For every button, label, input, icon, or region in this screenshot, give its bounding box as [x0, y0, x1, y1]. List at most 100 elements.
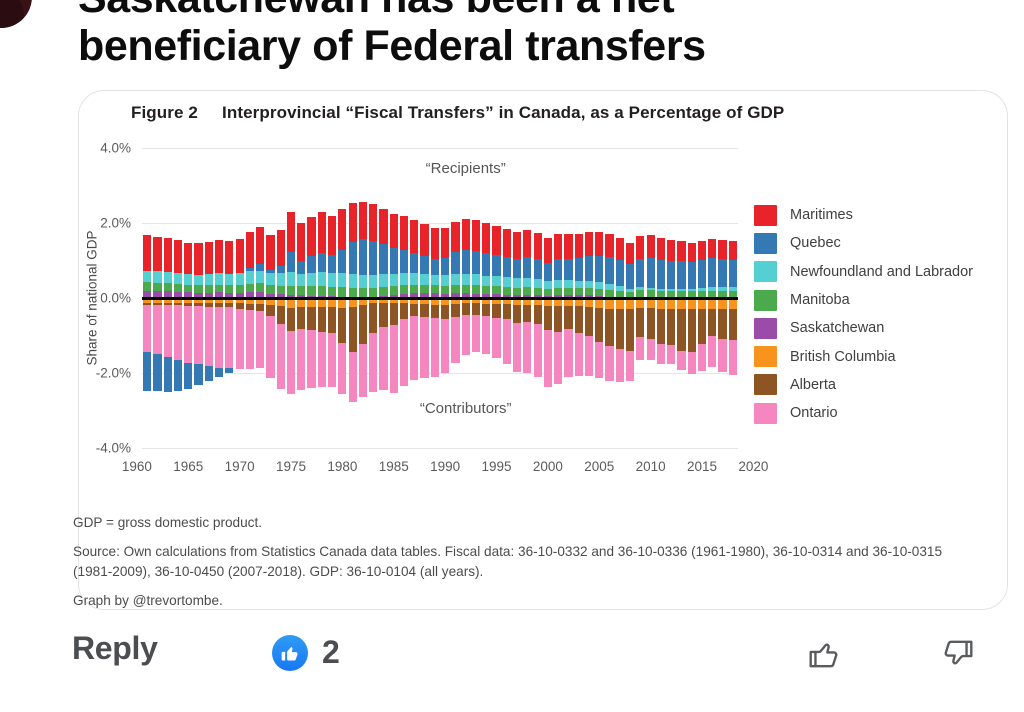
legend-item[interactable]: Quebec: [754, 229, 973, 257]
bar-column: [430, 148, 439, 448]
legend-item[interactable]: Newfoundland and Labrador: [754, 258, 973, 286]
bar-segment: [214, 367, 224, 378]
bar-segment: [482, 298, 491, 304]
bar-segment: [708, 335, 717, 367]
bar-segment: [451, 293, 460, 298]
bar-segment: [512, 232, 522, 259]
bar-segment: [153, 236, 162, 272]
bar-segment: [646, 235, 655, 258]
bar-segment: [554, 280, 563, 289]
bar-segment: [245, 298, 254, 304]
bar-segment: [523, 322, 532, 373]
bar-segment: [636, 258, 645, 288]
bar-segment: [399, 273, 409, 285]
reaction-summary[interactable]: 2: [272, 634, 340, 671]
bar-segment: [297, 223, 306, 261]
legend-item[interactable]: Maritimes: [754, 201, 973, 229]
avatar[interactable]: [0, 0, 32, 28]
bar-segment: [410, 303, 419, 317]
bar-segment: [646, 290, 655, 298]
legend-item[interactable]: Saskatchewan: [754, 314, 973, 342]
bar-segment: [471, 303, 481, 315]
bar-column: [625, 148, 635, 448]
bar-segment: [358, 239, 368, 275]
bar-segment: [153, 304, 162, 354]
bar-segment: [369, 332, 378, 392]
thumbs-up-icon[interactable]: [804, 634, 844, 674]
bar-segment: [214, 284, 224, 293]
bar-segment: [204, 274, 213, 285]
bar-segment: [297, 273, 306, 287]
bar-segment: [256, 292, 265, 298]
bar-segment: [338, 343, 347, 394]
bar-segment: [574, 298, 583, 307]
bar-segment: [163, 304, 172, 357]
bar-segment: [266, 285, 275, 294]
bar-segment: [245, 292, 254, 298]
bar-segment: [297, 260, 306, 274]
gridline: [142, 373, 738, 374]
bar-segment: [564, 298, 573, 306]
bar-segment: [697, 260, 707, 288]
bar-segment: [369, 204, 378, 241]
bar-segment: [441, 319, 450, 373]
bar-segment: [256, 304, 265, 311]
bar-segment: [173, 240, 183, 274]
bar-segment: [399, 250, 409, 274]
bar-segment: [533, 233, 542, 260]
bar-segment: [461, 298, 470, 304]
bar-segment: [646, 257, 655, 288]
bar-segment: [615, 290, 624, 298]
x-axis-tick-label: 2005: [584, 459, 615, 474]
bar-segment: [348, 242, 357, 274]
reply-button[interactable]: Reply: [72, 630, 158, 666]
bar-segment: [410, 284, 419, 293]
bar-segment: [235, 292, 244, 298]
bar-segment: [543, 305, 552, 331]
bar-segment: [615, 298, 624, 310]
bar-segment: [173, 298, 183, 303]
bar-segment: [605, 308, 614, 346]
bar-segment: [461, 250, 470, 274]
bar-segment: [605, 234, 614, 257]
y-axis-tick-label: 4.0%: [100, 140, 131, 156]
bar-segment: [451, 316, 460, 363]
bar-column: [266, 148, 275, 448]
bar-segment: [420, 255, 429, 274]
bar-segment: [533, 287, 542, 295]
bar-segment: [451, 284, 460, 294]
bar-segment: [646, 338, 655, 360]
bar-segment: [677, 241, 686, 262]
bar-segment: [492, 304, 501, 318]
bar-segment: [697, 343, 707, 371]
bar-segment: [399, 298, 409, 304]
bar-column: [245, 148, 254, 448]
bar-segment: [348, 274, 357, 288]
y-axis-tick-label: -2.0%: [95, 365, 131, 381]
bar-segment: [143, 304, 152, 352]
bar-segment: [327, 298, 337, 307]
bar-column: [256, 148, 265, 448]
bar-column: [173, 148, 183, 448]
bar-segment: [471, 298, 481, 304]
bar-segment: [451, 252, 460, 274]
bar-segment: [543, 280, 552, 289]
bar-segment: [554, 288, 563, 296]
bar-segment: [564, 233, 573, 259]
bar-column: [523, 148, 532, 448]
figure-card: Figure 2 Interprovincial “Fiscal Transfe…: [73, 90, 1008, 610]
bar-segment: [225, 241, 234, 274]
legend-item[interactable]: Manitoba: [754, 286, 973, 314]
bar-segment: [615, 286, 624, 291]
thumbs-down-icon[interactable]: [938, 634, 978, 674]
legend-item[interactable]: Ontario: [754, 399, 973, 427]
bar-segment: [430, 228, 439, 259]
legend-item[interactable]: British Columbia: [754, 342, 973, 370]
bar-segment: [173, 292, 183, 298]
bar-column: [461, 148, 470, 448]
bar-segment: [718, 338, 727, 372]
bar-segment: [256, 310, 265, 368]
bar-segment: [173, 273, 183, 285]
legend-item[interactable]: Alberta: [754, 371, 973, 399]
bar-segment: [451, 221, 460, 253]
